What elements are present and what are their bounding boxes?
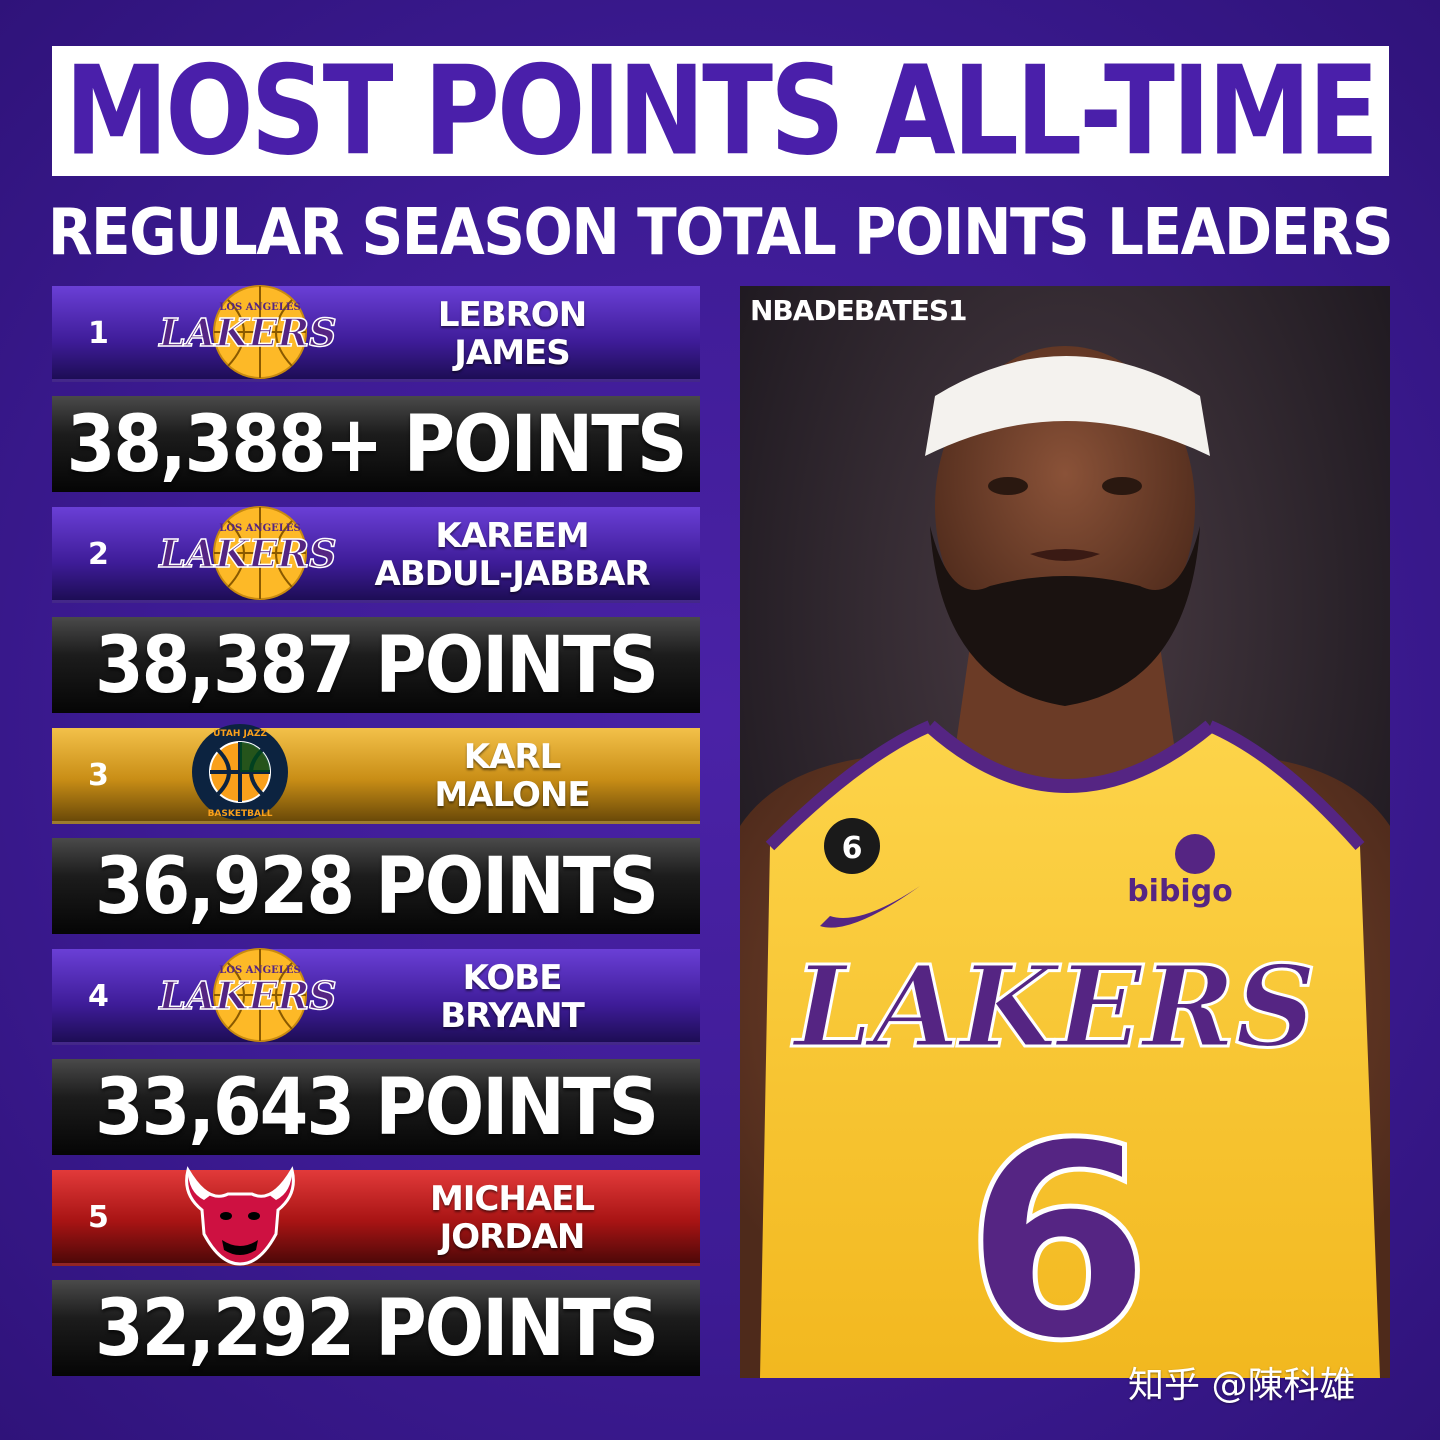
player-illustration: 6 bibigo LAKERS 6 xyxy=(740,286,1390,1378)
player-name: KAREEM ABDUL-JABBAR xyxy=(352,515,672,595)
points-value: 38,388+ POINTS xyxy=(66,398,688,490)
name-bar: 5 MICHAEL JORDAN xyxy=(52,1166,700,1266)
player-last-name: BRYANT xyxy=(440,996,585,1036)
lakers-logo-icon: LOS ANGELES LAKERS xyxy=(158,506,337,600)
points-bar: 38,388+ POINTS xyxy=(52,396,700,492)
player-name: LEBRON JAMES xyxy=(352,294,672,374)
name-bar: 4 LOS ANGELES LAKERS KOBE BRYANT xyxy=(52,948,700,1045)
player-last-name: JORDAN xyxy=(439,1217,586,1257)
svg-text:LAKERS: LAKERS xyxy=(158,973,336,1018)
player-last-name: ABDUL-JABBAR xyxy=(374,554,650,594)
player-last-name: MALONE xyxy=(434,775,590,815)
jersey-patch-number: 6 xyxy=(842,831,863,866)
player-last-name: JAMES xyxy=(454,333,571,373)
points-value: 36,928 POINTS xyxy=(94,840,659,932)
player-first-name: LEBRON xyxy=(437,295,587,335)
title-banner: MOST POINTS ALL-TIME xyxy=(52,39,1389,183)
name-bar: 2 LOS ANGELES LAKERS KAREEM ABDUL-JABBAR xyxy=(52,506,700,603)
name-bar: 1 LOS ANGELES LAKERS LEBRON JAMES xyxy=(52,285,700,382)
lakers-logo-icon: LOS ANGELES LAKERS xyxy=(158,948,337,1042)
jazz-logo-icon: UTAH JAZZ BASKETBALL xyxy=(192,724,288,820)
player-first-name: MICHAEL xyxy=(429,1179,595,1219)
name-bar: 3 UTAH JAZZ BASKETBALL KARL MALONE xyxy=(52,724,700,824)
points-bar: 36,928 POINTS xyxy=(52,838,700,934)
svg-text:LOS ANGELES: LOS ANGELES xyxy=(219,302,300,313)
points-value: 33,643 POINTS xyxy=(94,1061,659,1153)
points-bar: 38,387 POINTS xyxy=(52,617,700,713)
player-first-name: KARL xyxy=(463,737,562,777)
player-first-name: KAREEM xyxy=(435,516,589,556)
svg-text:LOS ANGELES: LOS ANGELES xyxy=(219,523,300,534)
player-name: KARL MALONE xyxy=(352,736,672,816)
lakers-logo-icon: LOS ANGELES LAKERS xyxy=(158,285,337,379)
svg-text:BASKETBALL: BASKETBALL xyxy=(208,809,273,819)
jersey-number: 6 xyxy=(964,1085,1152,1378)
svg-text:LAKERS: LAKERS xyxy=(158,310,336,355)
svg-text:UTAH JAZZ: UTAH JAZZ xyxy=(213,729,267,739)
player-first-name: KOBE xyxy=(462,958,563,998)
photo-credit: NBADEBATES1 xyxy=(750,294,968,327)
points-value: 32,292 POINTS xyxy=(94,1282,659,1374)
rank-number: 5 xyxy=(88,1200,109,1235)
nike-swoosh-icon xyxy=(820,886,920,928)
rank-number: 1 xyxy=(88,316,109,351)
svg-text:LOS ANGELES: LOS ANGELES xyxy=(219,965,300,976)
jersey-sponsor: bibigo xyxy=(1127,874,1233,909)
page-subtitle: REGULAR SEASON TOTAL POINTS LEADERS xyxy=(47,194,1394,270)
player-photo: 6 bibigo LAKERS 6 NBADEBATES1 xyxy=(740,286,1390,1378)
player-name: KOBE BRYANT xyxy=(352,957,672,1037)
player-name: MICHAEL JORDAN xyxy=(352,1178,672,1258)
rank-number: 3 xyxy=(88,758,109,793)
svg-text:LAKERS: LAKERS xyxy=(158,531,336,576)
points-bar: 33,643 POINTS xyxy=(52,1059,700,1155)
rank-number: 2 xyxy=(88,537,109,572)
points-bar: 32,292 POINTS xyxy=(52,1280,700,1376)
jersey-wordmark: LAKERS xyxy=(791,942,1316,1073)
rank-number: 4 xyxy=(88,979,109,1014)
bulls-logo-icon xyxy=(185,1166,295,1266)
page-title: MOST POINTS ALL-TIME xyxy=(64,39,1379,183)
source-watermark: 知乎 @陳科雄 xyxy=(1128,1365,1356,1406)
points-value: 38,387 POINTS xyxy=(94,619,659,711)
